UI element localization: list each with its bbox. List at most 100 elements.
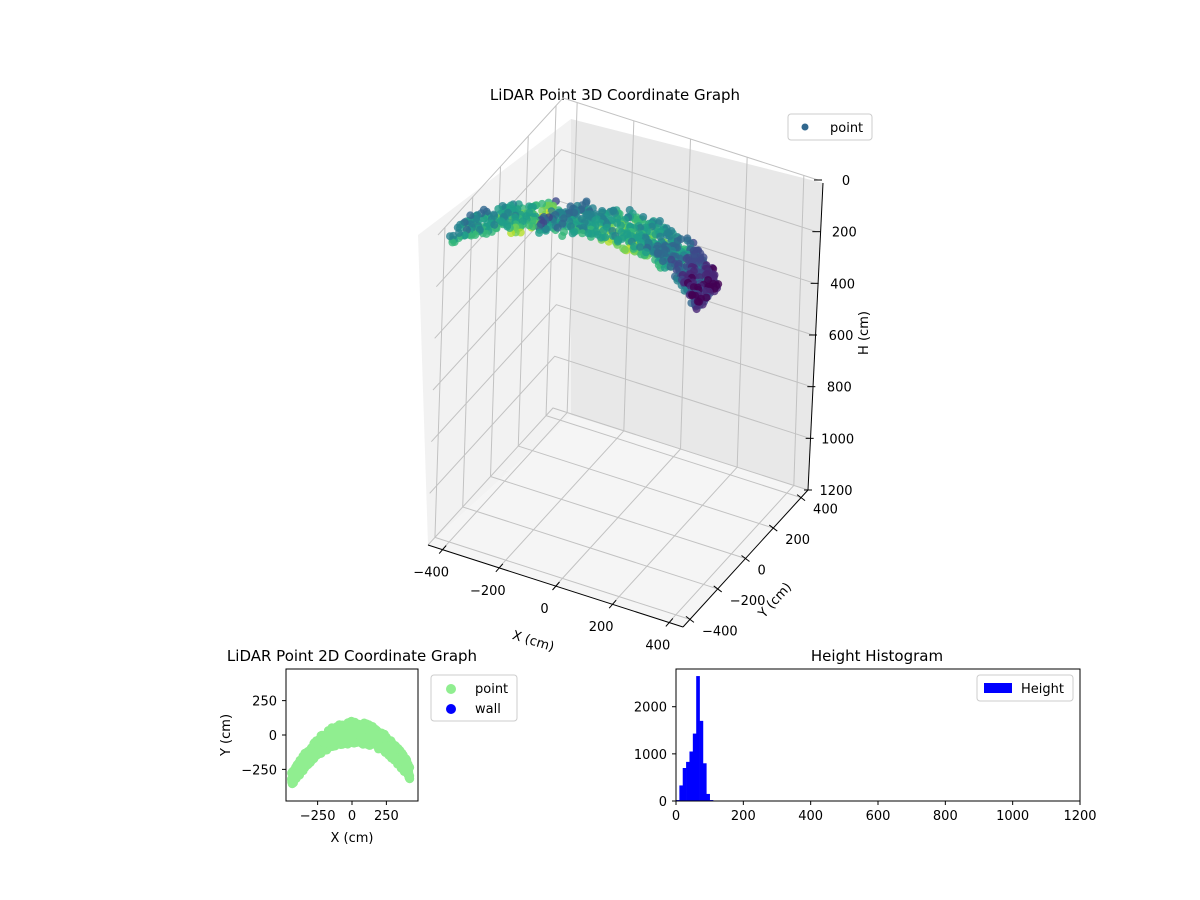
- histogram-bar: [689, 751, 694, 801]
- chart-2d-title: LiDAR Point 2D Coordinate Graph: [227, 647, 477, 665]
- point-3d: [620, 245, 629, 254]
- legend-histogram-label: Height: [1021, 682, 1064, 697]
- legend-2d-point-label: point: [475, 682, 508, 697]
- x-tick-3d: [608, 599, 617, 609]
- y-tick-3d: [768, 524, 778, 532]
- point-2d: [401, 755, 411, 764]
- h-tick-label-3d: 200: [832, 226, 857, 241]
- point-3d: [647, 222, 656, 231]
- x-axis-label-2d: X (cm): [331, 831, 374, 846]
- grid-line-h: [429, 355, 810, 494]
- point-3d: [636, 224, 645, 232]
- point-3d: [541, 225, 550, 233]
- point-2d: [300, 748, 310, 758]
- point-2d: [356, 736, 366, 746]
- grid-line-h: [432, 252, 814, 391]
- point-3d: [535, 228, 544, 237]
- legend-2d: point wall: [430, 674, 518, 722]
- h-axis-label-3d: H (cm): [857, 311, 872, 355]
- legend-3d-label: point: [830, 121, 863, 136]
- h-tick-label-3d: 400: [830, 277, 855, 292]
- histogram-bar: [679, 785, 684, 801]
- point-2d: [385, 742, 395, 752]
- point-3d: [695, 297, 703, 306]
- y-tick-label-3d: 0: [758, 564, 766, 579]
- point-3d: [688, 291, 697, 300]
- point-3d: [658, 257, 667, 266]
- x-tick-label-3d: 400: [645, 638, 670, 653]
- legend-2d-point-marker: [446, 684, 456, 694]
- y-tick-label-2d: −250: [241, 763, 277, 778]
- point-3d: [578, 229, 587, 238]
- points-2d: [287, 716, 415, 789]
- grid-line-h: [437, 97, 819, 236]
- point-3d: [642, 248, 650, 257]
- point-3d: [566, 202, 575, 211]
- point-3d: [692, 305, 701, 314]
- x-tick-label-histogram: 600: [866, 809, 891, 824]
- legend-histogram: Height: [976, 674, 1074, 702]
- point-2d: [307, 752, 317, 762]
- y-tick-label-3d: 400: [813, 503, 838, 518]
- x-tick-3d: [665, 618, 674, 627]
- x-axis-label-3d: X (cm): [510, 628, 556, 655]
- h-tick-label-3d: 1200: [819, 484, 852, 499]
- chart-2d: LiDAR Point 2D Coordinate Graph −250 0 250…: [219, 647, 518, 846]
- y-tick-label-2d: 0: [269, 729, 277, 744]
- legend-2d-wall-label: wall: [475, 702, 501, 717]
- histogram-bar: [696, 676, 700, 801]
- chart-histogram: Height Histogram 0 200 400 600 800 1000 1200 0 1…: [634, 647, 1097, 824]
- point-2d: [370, 734, 380, 744]
- point-3d: [598, 207, 607, 215]
- point-3d: [472, 214, 481, 223]
- grid-line-h: [427, 407, 809, 546]
- point-2d: [330, 727, 340, 737]
- h-tick-label-3d: 800: [827, 381, 852, 396]
- y-tick-3d: [713, 585, 723, 593]
- ticks-3d: −400−2000200400−400−20002004000200400600…: [413, 174, 856, 653]
- point-2d: [357, 721, 367, 731]
- y-axis-label-2d: Y (cm): [219, 714, 234, 757]
- x-tick-label-histogram: 1000: [996, 809, 1029, 824]
- point-3d: [558, 232, 567, 240]
- point-2d: [393, 744, 402, 754]
- y-tick-label-histogram: 0: [659, 795, 667, 810]
- y-tick-3d: [685, 615, 695, 623]
- point-3d: [466, 211, 475, 220]
- point-3d: [538, 206, 547, 215]
- x-tick-label-histogram: 200: [731, 809, 756, 824]
- point-3d: [568, 229, 577, 238]
- point-2d: [314, 737, 324, 746]
- y-tick-label-histogram: 1000: [634, 748, 667, 763]
- point-3d: [534, 222, 543, 231]
- legend-histogram-swatch: [984, 683, 1012, 693]
- point-2d: [291, 772, 300, 782]
- point-3d: [553, 223, 562, 232]
- point-3d: [596, 233, 605, 242]
- histogram-bar: [692, 733, 697, 801]
- point-3d: [599, 226, 608, 235]
- x-tick-label-histogram: 800: [933, 809, 958, 824]
- x-tick-label-histogram: 1200: [1063, 809, 1096, 824]
- grid-line-h: [435, 149, 817, 288]
- point-2d: [391, 754, 401, 764]
- point-3d: [639, 213, 648, 221]
- histogram-bar: [682, 768, 687, 801]
- x-tick-label-histogram: 400: [798, 809, 823, 824]
- ticks-histogram: 0 200 400 600 800 1000 1200 0 1000 2000: [634, 701, 1097, 824]
- x-tick-3d: [438, 545, 447, 554]
- point-2d: [298, 756, 307, 766]
- histogram-bars: [676, 676, 717, 801]
- point-2d: [331, 735, 341, 745]
- histogram-bar: [706, 793, 710, 801]
- point-3d: [529, 202, 537, 211]
- x-tick-label-2d: 0: [348, 809, 356, 824]
- legend-3d: point: [787, 113, 873, 141]
- point-3d: [666, 262, 675, 271]
- point-2d: [405, 774, 415, 784]
- x-tick-label-3d: 0: [540, 602, 548, 617]
- point-2d: [349, 719, 359, 729]
- y-tick-label-3d: −400: [702, 624, 738, 639]
- point-3d: [630, 242, 639, 251]
